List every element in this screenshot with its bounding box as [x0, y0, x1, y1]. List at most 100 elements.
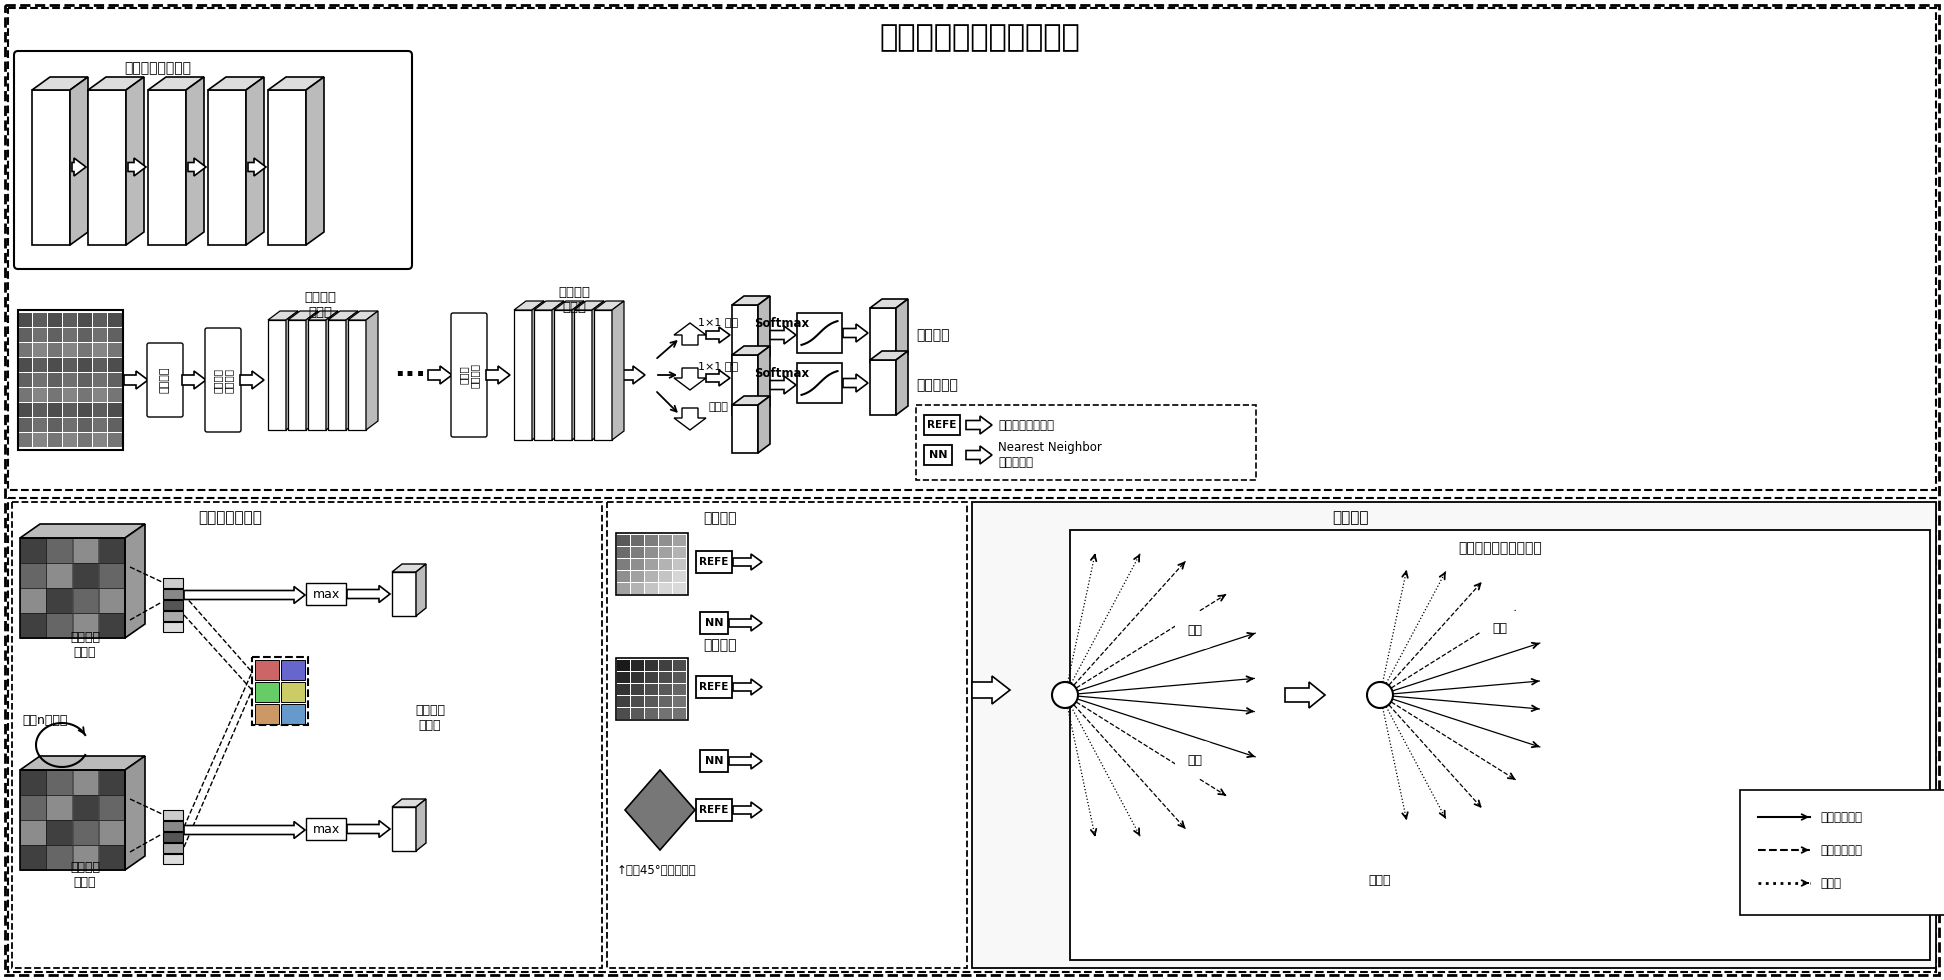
Bar: [49, 343, 62, 357]
Polygon shape: [593, 301, 605, 440]
Text: NN: NN: [706, 756, 723, 766]
Text: 旋转不变
特征图: 旋转不变 特征图: [414, 704, 445, 732]
Polygon shape: [554, 301, 583, 310]
Bar: [72, 563, 99, 587]
Text: NN: NN: [706, 618, 723, 628]
Bar: [163, 843, 183, 853]
Bar: [282, 704, 305, 724]
Text: 1×1 卷积: 1×1 卷积: [698, 361, 739, 371]
Bar: [282, 682, 305, 702]
Polygon shape: [327, 311, 338, 430]
Bar: [645, 660, 657, 671]
Text: 低置信度匹配: 低置信度匹配: [1820, 844, 1862, 857]
Polygon shape: [365, 311, 377, 430]
Bar: [797, 313, 842, 353]
Text: 旋转等变
特征图: 旋转等变 特征图: [70, 861, 99, 889]
Polygon shape: [185, 821, 305, 839]
Bar: [632, 672, 643, 683]
Text: 离群点: 离群点: [1820, 876, 1841, 890]
Bar: [33, 388, 47, 402]
Bar: [163, 821, 183, 831]
Polygon shape: [187, 77, 204, 245]
Bar: [923, 415, 960, 435]
Bar: [163, 600, 183, 610]
Polygon shape: [612, 301, 624, 440]
Bar: [17, 310, 122, 450]
Bar: [8, 498, 1936, 972]
Bar: [62, 358, 78, 372]
Bar: [696, 799, 733, 821]
Polygon shape: [124, 371, 148, 389]
Bar: [616, 672, 630, 683]
Bar: [797, 363, 842, 403]
Bar: [696, 676, 733, 698]
Bar: [33, 313, 47, 327]
Text: Softmax: Softmax: [754, 317, 809, 329]
Bar: [19, 795, 47, 819]
Bar: [109, 418, 122, 432]
Bar: [305, 818, 346, 840]
Polygon shape: [513, 310, 533, 440]
Bar: [673, 571, 686, 582]
Polygon shape: [733, 396, 770, 405]
Text: 旋转n角度后: 旋转n角度后: [21, 713, 68, 726]
Bar: [19, 538, 124, 638]
Bar: [78, 343, 91, 357]
Polygon shape: [758, 396, 770, 453]
Bar: [632, 583, 643, 594]
Polygon shape: [124, 524, 146, 638]
Bar: [99, 770, 124, 795]
Bar: [916, 405, 1256, 480]
Polygon shape: [416, 564, 426, 616]
Polygon shape: [249, 158, 266, 176]
Polygon shape: [733, 802, 762, 818]
Polygon shape: [346, 311, 358, 430]
Bar: [673, 583, 686, 594]
Bar: [632, 696, 643, 707]
Bar: [645, 583, 657, 594]
Bar: [616, 533, 688, 595]
Polygon shape: [966, 416, 991, 434]
Bar: [923, 445, 953, 465]
Polygon shape: [533, 301, 544, 440]
Bar: [78, 388, 91, 402]
Bar: [632, 547, 643, 558]
Polygon shape: [626, 770, 696, 850]
Bar: [645, 696, 657, 707]
Bar: [49, 373, 62, 387]
Bar: [19, 845, 47, 869]
Bar: [47, 820, 72, 845]
Bar: [17, 433, 31, 447]
Bar: [616, 708, 630, 719]
Polygon shape: [70, 77, 87, 245]
Text: 群最大池化操作: 群最大池化操作: [198, 511, 262, 525]
Polygon shape: [871, 351, 908, 360]
Bar: [109, 358, 122, 372]
Bar: [62, 313, 78, 327]
Polygon shape: [305, 311, 319, 430]
Bar: [93, 343, 107, 357]
Polygon shape: [428, 366, 453, 384]
Polygon shape: [31, 90, 70, 245]
Bar: [700, 612, 727, 634]
Bar: [33, 343, 47, 357]
Bar: [33, 403, 47, 417]
Text: 旋转等变
特征图: 旋转等变 特征图: [70, 631, 99, 659]
Bar: [78, 403, 91, 417]
Bar: [72, 845, 99, 869]
Polygon shape: [305, 77, 325, 245]
Polygon shape: [758, 296, 770, 365]
Bar: [33, 328, 47, 342]
Bar: [616, 547, 630, 558]
Bar: [616, 660, 630, 671]
Bar: [17, 328, 31, 342]
Bar: [673, 547, 686, 558]
Polygon shape: [124, 756, 146, 870]
Polygon shape: [239, 371, 264, 389]
Polygon shape: [208, 90, 247, 245]
Bar: [62, 328, 78, 342]
Polygon shape: [595, 301, 624, 310]
Bar: [99, 613, 124, 638]
Bar: [645, 535, 657, 546]
Bar: [49, 328, 62, 342]
